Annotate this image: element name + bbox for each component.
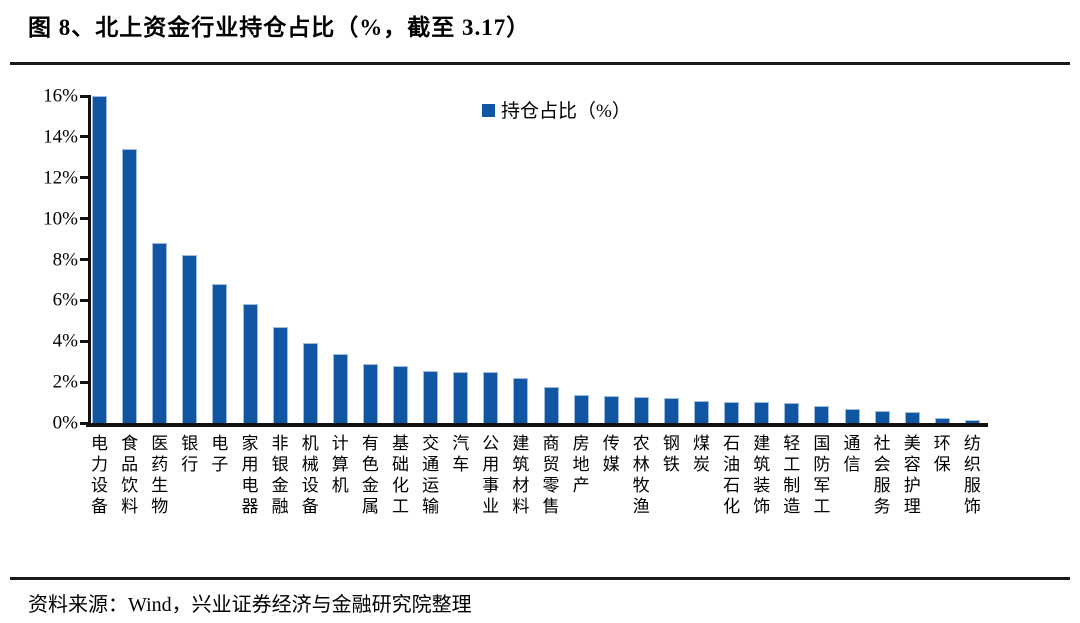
bar-电力设备 <box>92 96 107 423</box>
y-tick-mark <box>80 135 89 139</box>
x-category-label: 交通运输 <box>422 434 440 516</box>
x-category-label: 通信 <box>843 434 861 474</box>
x-category-label: 石油石化 <box>723 434 741 516</box>
y-tick-mark <box>80 258 89 261</box>
x-category-label: 传媒 <box>602 434 620 474</box>
bottom-divider <box>10 577 1070 580</box>
bar-chart: 0% 2% 4% 6% 8% 10% 12% 14% 16% 电力设备食品饮料医药生物银行电子家… <box>43 85 988 516</box>
bar-计算机 <box>332 353 348 423</box>
x-category-label: 公用事业 <box>482 434 500 516</box>
x-category-label: 房地产 <box>572 434 590 495</box>
x-category-label: 国防军工 <box>813 434 831 516</box>
bar-轻工制造 <box>784 402 800 423</box>
y-axis-line <box>88 95 91 427</box>
y-tick-label: 4% <box>52 330 78 352</box>
top-divider <box>10 62 1070 65</box>
bar-纺织服饰 <box>964 419 980 423</box>
y-tick-label: 14% <box>43 126 78 148</box>
y-tick-mark <box>80 217 89 221</box>
x-category-label: 钢铁 <box>662 434 680 474</box>
bar-农林牧渔 <box>633 397 649 423</box>
y-tick-label: 0% <box>52 412 78 434</box>
x-category-label: 纺织服饰 <box>963 434 981 516</box>
y-tick-label: 10% <box>43 208 78 230</box>
y-tick-mark <box>80 380 89 384</box>
x-category-label: 基础化工 <box>392 434 409 516</box>
bar-通信 <box>844 408 860 423</box>
x-category-label: 建筑装饰 <box>753 434 771 516</box>
source-attribution: 资料来源：Wind，兴业证券经济与金融研究院整理 <box>28 594 472 616</box>
bar-银行 <box>182 255 198 423</box>
x-category-label: 家用电器 <box>241 434 259 516</box>
bar-煤炭 <box>694 400 709 423</box>
bar-公用事业 <box>483 371 499 423</box>
x-category-label: 计算机 <box>331 434 349 495</box>
x-category-label: 商贸零售 <box>542 434 560 516</box>
bar-商贸零售 <box>543 387 559 423</box>
y-tick-label: 2% <box>52 371 78 393</box>
bar-有色金属 <box>362 363 378 423</box>
x-category-label: 建筑材料 <box>512 434 530 516</box>
x-category-label: 电力设备 <box>91 434 108 516</box>
y-tick-mark <box>80 298 89 302</box>
bar-汽车 <box>453 371 469 423</box>
bar-钢铁 <box>663 398 679 423</box>
bar-家用电器 <box>242 304 258 423</box>
bar-传媒 <box>603 396 619 423</box>
x-category-label: 机械设备 <box>301 434 319 516</box>
bar-基础化工 <box>393 365 408 423</box>
bar-电子 <box>212 284 228 423</box>
chart-legend: 持仓占比（%） <box>482 96 631 123</box>
x-category-label: 农林牧渔 <box>632 434 650 516</box>
y-tick-label: 12% <box>43 167 78 189</box>
bar-非银金融 <box>272 326 288 423</box>
y-tick-label: 6% <box>52 289 78 311</box>
x-category-label: 社会服务 <box>873 434 891 516</box>
bar-建筑材料 <box>513 378 529 423</box>
legend-swatch-icon <box>482 104 495 117</box>
bar-社会服务 <box>874 410 890 423</box>
y-tick-mark <box>80 176 89 180</box>
y-tick-label: 16% <box>43 85 78 107</box>
bar-交通运输 <box>423 370 439 423</box>
x-category-label: 美容护理 <box>903 434 921 516</box>
bar-美容护理 <box>904 411 920 423</box>
bar-食品饮料 <box>122 149 138 423</box>
bar-房地产 <box>573 395 589 423</box>
x-category-label: 食品饮料 <box>121 434 139 516</box>
x-category-label: 医药生物 <box>151 434 169 516</box>
y-tick-mark <box>80 94 89 98</box>
y-tick-label: 8% <box>52 249 78 270</box>
y-tick-mark <box>80 421 89 425</box>
x-category-label: 非银金融 <box>271 434 289 516</box>
bar-机械设备 <box>302 343 318 423</box>
legend-label: 持仓占比（%） <box>501 101 631 122</box>
y-tick-mark <box>80 339 89 343</box>
bar-石油石化 <box>724 401 740 423</box>
bar-建筑装饰 <box>754 401 770 423</box>
x-category-label: 环保 <box>933 434 951 474</box>
x-category-label: 银行 <box>181 434 199 474</box>
bar-医药生物 <box>152 243 168 423</box>
x-category-label: 煤炭 <box>693 434 710 474</box>
figure-title: 图 8、北上资金行业持仓占比（%，截至 3.17） <box>28 15 531 40</box>
x-category-label: 轻工制造 <box>783 434 801 516</box>
bar-环保 <box>934 417 950 423</box>
x-category-label: 有色金属 <box>361 434 379 516</box>
bar-国防军工 <box>814 405 830 423</box>
x-axis-line <box>86 423 988 427</box>
x-category-label: 电子 <box>211 434 229 474</box>
x-category-label: 汽车 <box>452 434 470 474</box>
